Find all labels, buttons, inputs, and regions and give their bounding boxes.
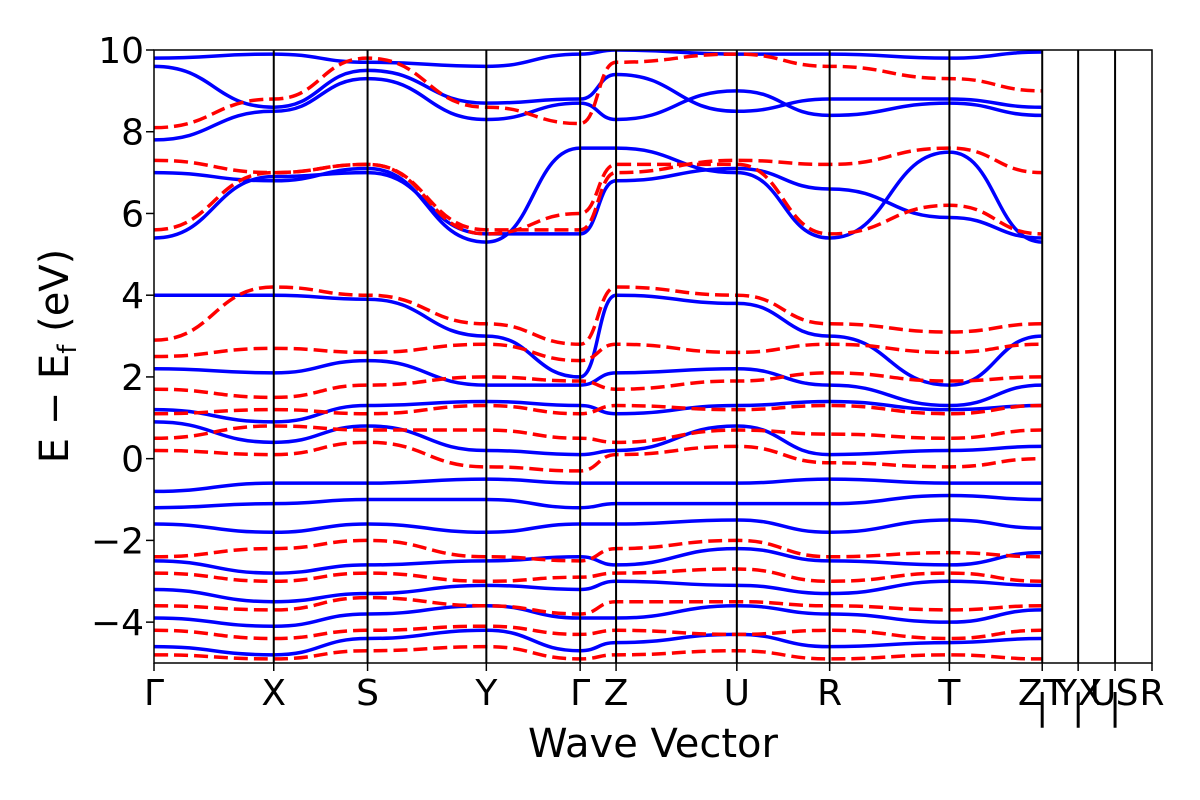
solid-band-line (154, 64, 1043, 114)
x-tick-label: S (356, 673, 379, 714)
y-tick-label: 4 (121, 276, 144, 317)
solid-band-line (154, 493, 1043, 510)
y-tick-label: 2 (121, 358, 144, 399)
x-tick-label: Y (474, 673, 498, 714)
x-tick-label: U (724, 673, 750, 714)
y-tick-label: 6 (121, 194, 144, 235)
dashed-band-line (154, 371, 1043, 400)
solid-band-line (154, 358, 1043, 408)
dashed-band-line (154, 403, 1043, 416)
solid-band-line (154, 420, 1043, 457)
x-tick-label: R (817, 673, 842, 714)
dashed-band-line (154, 52, 1043, 130)
band-series-group (154, 50, 1043, 661)
x-tick-label: Γ (144, 673, 164, 714)
solid-band-line (154, 518, 1043, 534)
solid-band-line (154, 76, 1043, 142)
solid-band-line (154, 477, 1043, 494)
y-tick-label: 8 (121, 113, 144, 154)
x-tick-label: Γ (570, 673, 590, 714)
x-tick-label: Y (1054, 673, 1078, 714)
x-axis-label: Wave Vector (528, 721, 779, 767)
x-tick-label: | (1072, 687, 1084, 728)
x-tick-label: Z (604, 673, 629, 714)
dashed-band-line (154, 424, 1043, 445)
dashed-band-line (154, 624, 1043, 641)
y-tick-label: −2 (91, 521, 144, 562)
y-axis-ticks: −4 −2 0 2 4 6 8 10 (91, 31, 154, 644)
x-tick-label: | (1109, 687, 1121, 728)
x-tick-label: T (937, 673, 961, 714)
x-tick-label: U (1090, 673, 1116, 714)
dashed-band-line (154, 342, 1043, 363)
y-tick-label: −4 (91, 603, 144, 644)
solid-band-line (154, 50, 1043, 69)
solid-band-line (154, 166, 1043, 240)
dashed-band-line (154, 595, 1043, 616)
x-tick-label: R (1139, 673, 1164, 714)
x-tick-label: Z (1018, 673, 1043, 714)
y-tick-label: 10 (98, 31, 144, 72)
dashed-band-line (154, 146, 1043, 232)
dashed-band-line (154, 538, 1043, 563)
dashed-band-line (154, 285, 1043, 346)
x-tick-label: X (1078, 673, 1103, 714)
solid-band-line (154, 604, 1043, 628)
solid-band-line (154, 146, 1043, 244)
solid-band-line (154, 628, 1043, 657)
x-tick-label: | (1036, 687, 1048, 728)
y-axis-label: E − Ef (eV) (32, 249, 83, 464)
x-axis-ticks: Γ RX S Y Γ Z U R T Z|TY|XU|S (144, 663, 1165, 728)
solid-band-line (154, 293, 1043, 387)
x-tick-label: X (261, 673, 286, 714)
dashed-band-line (154, 567, 1043, 584)
x-tick-label: S (1116, 673, 1139, 714)
x-tick-label: T (1042, 673, 1066, 714)
high-symmetry-lines (272, 50, 1117, 663)
plot-frame (153, 49, 1153, 664)
solid-band-line (154, 579, 1043, 604)
dashed-band-line (154, 644, 1043, 661)
solid-band-line (154, 399, 1043, 424)
dashed-band-line (154, 440, 1043, 473)
y-tick-label: 0 (121, 440, 144, 481)
solid-band-line (154, 546, 1043, 575)
